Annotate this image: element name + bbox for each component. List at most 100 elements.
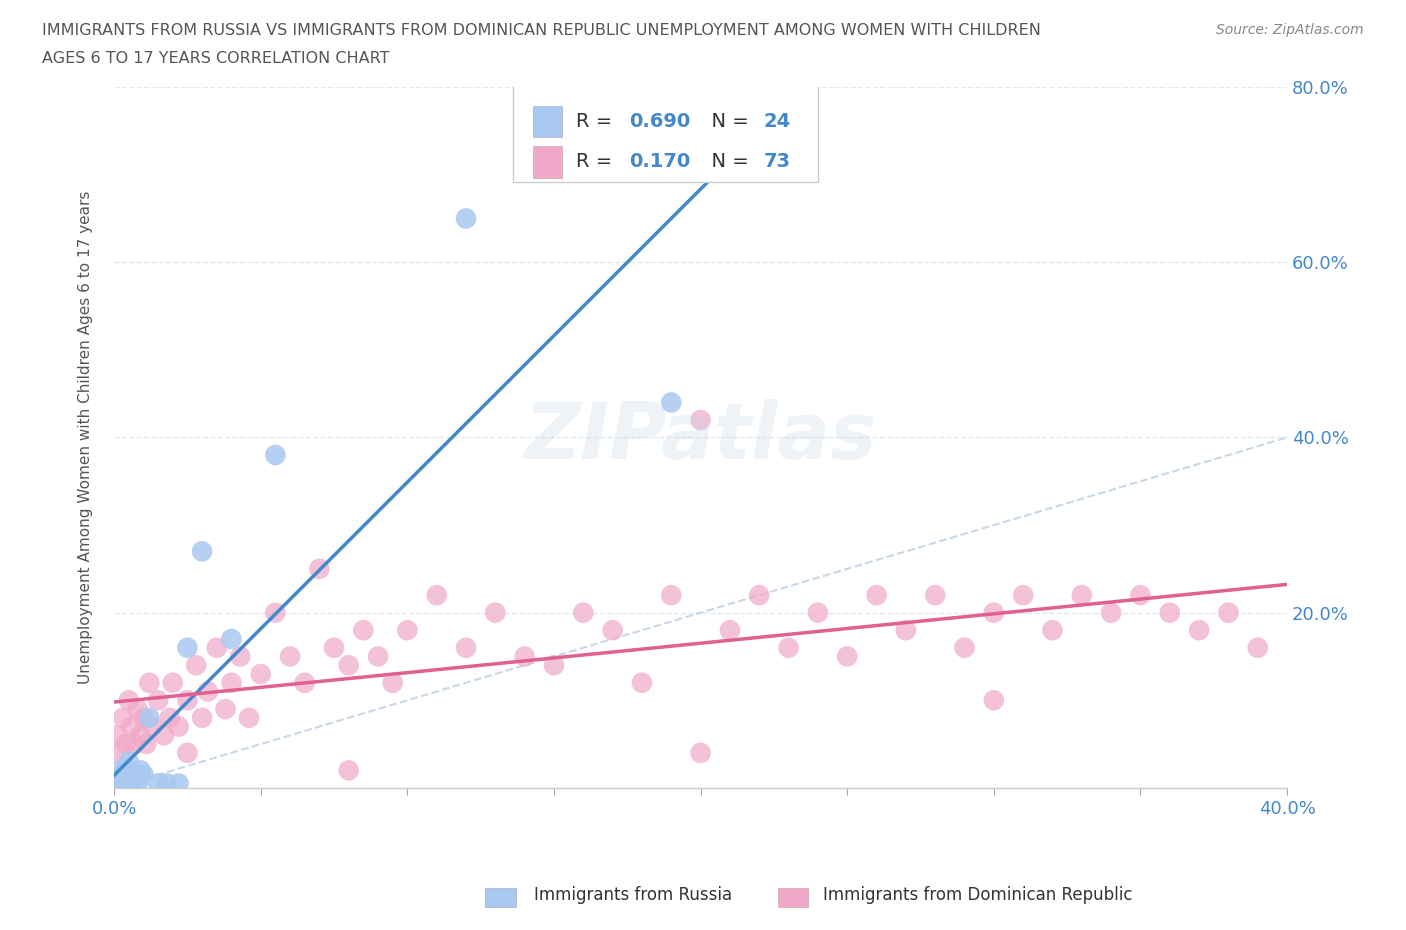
Point [111, 767, 134, 782]
Point [337, 763, 360, 777]
Point [127, 776, 149, 790]
Text: Source: ZipAtlas.com: Source: ZipAtlas.com [1216, 23, 1364, 37]
Point [238, 711, 260, 725]
Point [153, 728, 176, 743]
Point [214, 701, 236, 716]
Point [176, 746, 198, 761]
Point [659, 588, 682, 603]
Point [807, 605, 830, 620]
Point [121, 719, 143, 734]
Text: R =: R = [576, 153, 619, 171]
Text: N =: N = [699, 153, 755, 171]
Point [167, 719, 190, 734]
Point [111, 711, 134, 725]
Point [513, 649, 536, 664]
FancyBboxPatch shape [533, 146, 562, 178]
Y-axis label: Unemployment Among Women with Children Ages 6 to 17 years: Unemployment Among Women with Children A… [79, 191, 93, 684]
Point [953, 640, 976, 655]
Point [159, 711, 181, 725]
Point [381, 675, 404, 690]
Point [1247, 640, 1270, 655]
Text: 0.170: 0.170 [628, 153, 690, 171]
Point [543, 658, 565, 672]
Point [118, 772, 141, 787]
Point [124, 772, 146, 787]
Point [167, 776, 190, 790]
Text: ZIPatlas: ZIPatlas [524, 400, 877, 475]
Point [141, 719, 163, 734]
Point [105, 728, 128, 743]
Point [718, 623, 741, 638]
Point [138, 675, 160, 690]
Point [146, 693, 169, 708]
Point [426, 588, 449, 603]
Point [748, 588, 770, 603]
Point [689, 746, 711, 761]
Point [264, 605, 287, 620]
Point [865, 588, 887, 603]
Point [105, 776, 128, 790]
FancyBboxPatch shape [513, 84, 818, 181]
Point [294, 675, 316, 690]
Point [1042, 623, 1064, 638]
Point [197, 684, 219, 699]
Point [1099, 605, 1122, 620]
Point [129, 728, 152, 743]
FancyBboxPatch shape [533, 106, 562, 138]
Point [1188, 623, 1211, 638]
Point [162, 675, 184, 690]
Text: AGES 6 TO 17 YEARS CORRELATION CHART: AGES 6 TO 17 YEARS CORRELATION CHART [42, 51, 389, 66]
Point [983, 693, 1005, 708]
Point [221, 675, 243, 690]
Text: 73: 73 [763, 153, 792, 171]
Point [323, 640, 346, 655]
Point [352, 623, 374, 638]
Point [1070, 588, 1092, 603]
Point [138, 711, 160, 725]
Point [191, 544, 214, 559]
Point [689, 413, 711, 428]
Point [114, 763, 136, 777]
Point [132, 767, 155, 782]
Point [924, 588, 946, 603]
Point [114, 737, 136, 751]
Text: IMMIGRANTS FROM RUSSIA VS IMMIGRANTS FROM DOMINICAN REPUBLIC UNEMPLOYMENT AMONG : IMMIGRANTS FROM RUSSIA VS IMMIGRANTS FRO… [42, 23, 1040, 38]
Text: 0.690: 0.690 [628, 113, 690, 131]
Point [396, 623, 419, 638]
Point [221, 631, 243, 646]
Point [631, 675, 654, 690]
Point [1159, 605, 1181, 620]
Point [602, 623, 624, 638]
Point [264, 447, 287, 462]
Point [129, 763, 152, 777]
Point [367, 649, 389, 664]
Point [121, 776, 143, 790]
Text: 24: 24 [763, 113, 792, 131]
Point [108, 763, 131, 777]
Text: Immigrants from Russia: Immigrants from Russia [534, 885, 733, 904]
Text: R =: R = [576, 113, 619, 131]
Point [127, 701, 149, 716]
Point [135, 737, 157, 751]
Point [278, 649, 301, 664]
Point [249, 667, 271, 682]
Point [156, 776, 179, 790]
Point [118, 693, 141, 708]
Point [124, 737, 146, 751]
Point [454, 211, 477, 226]
Point [837, 649, 859, 664]
Point [176, 693, 198, 708]
Point [191, 711, 214, 725]
Point [454, 640, 477, 655]
Point [572, 605, 595, 620]
Point [1129, 588, 1152, 603]
Point [983, 605, 1005, 620]
Point [176, 640, 198, 655]
Point [229, 649, 252, 664]
Point [108, 772, 131, 787]
Point [308, 562, 330, 577]
Text: N =: N = [699, 113, 755, 131]
Point [778, 640, 800, 655]
Point [132, 711, 155, 725]
Point [186, 658, 208, 672]
